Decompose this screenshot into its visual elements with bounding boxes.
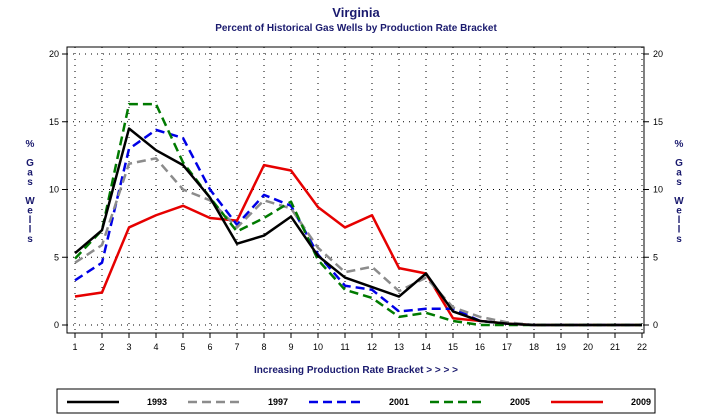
y-axis-label-char: % bbox=[26, 139, 35, 150]
y-axis-label-char: l bbox=[678, 225, 681, 236]
x-axis-label: Increasing Production Rate Bracket > > >… bbox=[254, 365, 458, 376]
x-tick-label: 6 bbox=[207, 342, 212, 352]
chart-title: Virginia bbox=[332, 5, 380, 20]
y-axis-label-char: l bbox=[678, 215, 681, 226]
series-line-2001 bbox=[74, 128, 642, 327]
x-tick-label: 2 bbox=[99, 342, 104, 352]
legend-label-1997: 1997 bbox=[268, 397, 288, 407]
y-axis-label-char: W bbox=[674, 196, 684, 207]
x-tick-label: 4 bbox=[153, 342, 158, 352]
legend-box bbox=[56, 388, 656, 414]
x-tick-label: 8 bbox=[261, 342, 266, 352]
y-tick-label-right: 20 bbox=[653, 49, 663, 59]
y-axis-label-char: s bbox=[27, 234, 33, 245]
y-axis-label-char: s bbox=[27, 177, 33, 188]
x-tick-label: 11 bbox=[340, 342, 349, 352]
y-axis-label-char: a bbox=[27, 168, 33, 179]
x-tick-label: 13 bbox=[394, 342, 404, 352]
x-tick-label: 3 bbox=[126, 342, 131, 352]
series-line-1997 bbox=[74, 157, 642, 327]
x-tick-label: 1 bbox=[72, 342, 77, 352]
y-axis-label-char: G bbox=[26, 158, 34, 169]
legend: 1993 1997 2001 2005 2009 bbox=[67, 397, 651, 407]
y-axis-label-char: % bbox=[675, 139, 684, 150]
axis-ticks: 1 2 3 4 5 6 7 8 9 10 11 12 13 14 15 16 17 18 19 20 21 220 05 51… bbox=[49, 49, 663, 352]
y-tick-label-left: 0 bbox=[54, 320, 59, 330]
chart-subtitle: Percent of Historical Gas Wells by Produ… bbox=[215, 23, 497, 34]
x-tick-label: 5 bbox=[180, 342, 185, 352]
x-tick-label: 19 bbox=[556, 342, 566, 352]
y-axis-label-char: e bbox=[676, 206, 682, 217]
y-axis-label-char: W bbox=[25, 196, 35, 207]
y-axis-label-char: e bbox=[27, 206, 33, 217]
x-tick-label: 21 bbox=[610, 342, 620, 352]
x-tick-label: 10 bbox=[313, 342, 323, 352]
x-tick-label: 18 bbox=[529, 342, 539, 352]
y-tick-label-left: 15 bbox=[49, 117, 59, 127]
series-line-2005 bbox=[74, 102, 642, 327]
legend-label-1993: 1993 bbox=[147, 397, 167, 407]
y-tick-label-left: 20 bbox=[49, 49, 59, 59]
series-lines bbox=[74, 102, 642, 327]
x-tick-label: 20 bbox=[583, 342, 593, 352]
y-axis-label-char: s bbox=[676, 234, 682, 245]
legend-label-2009: 2009 bbox=[631, 397, 651, 407]
y-axis-label-char: s bbox=[676, 177, 682, 188]
y-tick-label-left: 5 bbox=[54, 252, 59, 262]
x-tick-label: 15 bbox=[448, 342, 458, 352]
x-tick-label: 12 bbox=[367, 342, 377, 352]
y-tick-label-right: 10 bbox=[653, 185, 663, 195]
y-axis-label-char: l bbox=[29, 225, 32, 236]
x-tick-label: 16 bbox=[475, 342, 485, 352]
y-tick-label-right: 0 bbox=[653, 320, 658, 330]
y-axis-label-char: l bbox=[29, 215, 32, 226]
series-line-1993 bbox=[74, 127, 642, 327]
series-line-2009 bbox=[74, 163, 642, 327]
x-tick-label: 22 bbox=[637, 342, 647, 352]
y-axis-label-char: G bbox=[675, 158, 683, 169]
grid bbox=[67, 47, 644, 333]
y-tick-label-left: 10 bbox=[49, 185, 59, 195]
x-tick-label: 9 bbox=[288, 342, 293, 352]
legend-label-2001: 2001 bbox=[389, 397, 409, 407]
x-tick-label: 7 bbox=[234, 342, 239, 352]
y-tick-label-right: 15 bbox=[653, 117, 663, 127]
y-axis-label-char: a bbox=[676, 168, 682, 179]
x-tick-label: 14 bbox=[421, 342, 431, 352]
legend-label-2005: 2005 bbox=[510, 397, 530, 407]
y-tick-label-right: 5 bbox=[653, 252, 658, 262]
x-tick-label: 17 bbox=[502, 342, 512, 352]
